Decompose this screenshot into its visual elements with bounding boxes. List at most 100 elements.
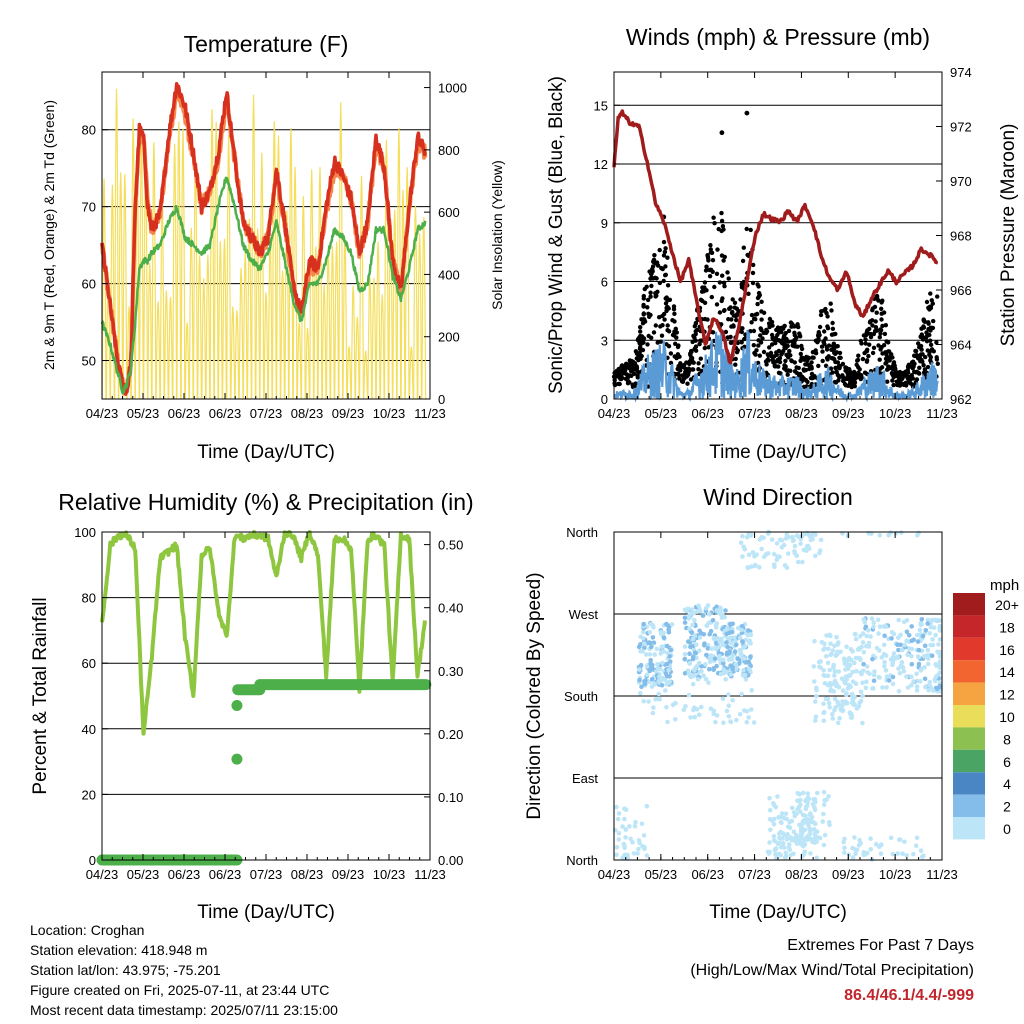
direction-point — [718, 606, 723, 612]
direction-point — [837, 715, 842, 721]
direction-point — [918, 848, 924, 853]
direction-point — [858, 689, 864, 695]
gust-point — [722, 284, 727, 289]
direction-point — [839, 676, 845, 681]
direction-point — [713, 625, 719, 630]
direction-point — [682, 620, 688, 625]
gust-point — [676, 371, 681, 376]
direction-point — [741, 668, 746, 673]
direction-point — [818, 665, 823, 670]
gust-point — [740, 258, 746, 264]
direction-point — [753, 562, 758, 568]
direction-point — [844, 644, 849, 650]
solar-insolation-line — [421, 217, 427, 400]
gust-point — [826, 343, 832, 348]
direction-point — [927, 679, 933, 685]
direction-point — [817, 550, 822, 556]
gust-point — [690, 339, 695, 345]
gust-point — [920, 352, 925, 357]
direction-point — [651, 705, 656, 710]
direction-point — [665, 650, 670, 656]
gust-point — [641, 336, 647, 341]
gust-point — [625, 375, 630, 381]
direction-point — [808, 851, 813, 856]
gust-point — [691, 333, 696, 339]
direction-point — [658, 629, 664, 635]
direction-point — [745, 633, 750, 638]
gust-point — [837, 350, 843, 356]
gust-point — [860, 356, 866, 362]
direction-point — [873, 841, 879, 847]
gust-point — [799, 343, 804, 349]
gust-point — [767, 324, 772, 330]
direction-point — [787, 847, 793, 852]
gust-point — [835, 372, 841, 378]
gust-point — [756, 284, 761, 289]
colorbar-swatch — [953, 749, 985, 773]
direction-point — [812, 821, 818, 827]
direction-point — [831, 662, 836, 668]
direction-point — [689, 611, 695, 616]
gust-point — [866, 353, 871, 359]
gust-point — [692, 324, 697, 329]
solar-insolation-line — [192, 158, 198, 400]
colorbar-swatch — [953, 637, 985, 661]
direction-point — [889, 630, 895, 635]
direction-point — [897, 837, 902, 842]
direction-point — [659, 683, 665, 688]
gust-point — [876, 298, 881, 303]
direction-point — [854, 847, 860, 853]
direction-point — [886, 678, 892, 683]
direction-point — [917, 678, 923, 684]
colorbar-label: 20+ — [995, 597, 1019, 613]
winds-panel: Winds (mph) & Pressure (mb) 0 3 6 9 12 15 962… — [546, 24, 1019, 463]
gust-point — [872, 304, 878, 310]
direction-point — [866, 644, 872, 649]
direction-point — [886, 533, 891, 538]
pressure-y-ticks: 962 964 966 968 970 972 974 — [936, 65, 972, 407]
gust-point — [730, 297, 735, 302]
x-tick-label: 07/23 — [738, 406, 771, 421]
direction-point — [813, 839, 818, 845]
direction-point — [791, 829, 797, 835]
gust-point — [766, 321, 772, 326]
gust-point — [788, 353, 793, 358]
gust-point — [796, 365, 801, 371]
gust-point — [641, 302, 646, 308]
gust-point — [638, 329, 643, 334]
direction-point — [656, 691, 662, 697]
gust-point — [934, 340, 939, 345]
gust-point — [660, 323, 665, 328]
gust-point — [706, 345, 711, 350]
direction-point — [826, 700, 832, 706]
gust-point — [842, 381, 848, 387]
direction-point — [795, 559, 801, 565]
gust-point — [828, 366, 834, 371]
gust-point — [645, 342, 650, 347]
direction-point — [934, 617, 940, 623]
direction-point — [687, 651, 692, 656]
solar-insolation-line — [151, 142, 157, 400]
y-tick-label: 962 — [950, 392, 972, 407]
direction-point — [638, 634, 643, 639]
pressure-line — [612, 109, 939, 365]
direction-point — [702, 643, 707, 648]
gust-point — [759, 309, 764, 314]
direction-point — [809, 814, 815, 820]
direction-point — [721, 720, 726, 725]
direction-point — [638, 642, 643, 647]
direction-point — [813, 714, 819, 719]
gust-point — [780, 326, 785, 331]
gust-point — [638, 325, 643, 330]
direction-point — [920, 633, 926, 639]
gust-point — [851, 380, 856, 385]
gust-point — [749, 320, 754, 325]
gust-point — [635, 375, 640, 380]
temperature-y-ticks: 50 60 70 80 — [82, 123, 108, 369]
direction-point — [759, 546, 764, 552]
direction-point — [784, 565, 790, 571]
gust-point — [614, 374, 619, 379]
winds-y-ticks: 0 3 6 9 12 15 — [594, 98, 620, 407]
direction-point — [664, 621, 669, 627]
solar-insolation-line — [255, 228, 261, 400]
